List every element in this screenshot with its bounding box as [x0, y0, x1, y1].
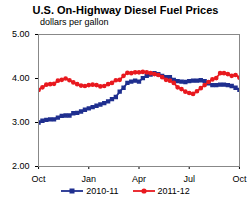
html-text:dollars per gallon: dollars per gallon — [40, 17, 109, 27]
svg-text:4.00: 4.00 — [12, 73, 30, 83]
svg-text:Oct: Oct — [232, 174, 247, 184]
svg-text:2.00: 2.00 — [12, 161, 30, 171]
svg-text:Jan: Jan — [82, 174, 97, 184]
svg-text:Jul: Jul — [183, 174, 195, 184]
svg-text:3.00: 3.00 — [12, 117, 30, 127]
svg-text:Oct: Oct — [32, 174, 47, 184]
html-text:U.S. On-Highway Diesel Fuel Pr: U.S. On-Highway Diesel Fuel Prices — [32, 4, 219, 16]
svg-text:Apr: Apr — [132, 174, 146, 184]
html-text:2011-12: 2011-12 — [157, 186, 190, 196]
svg-text:5.00: 5.00 — [12, 29, 30, 39]
html-text:2010-11: 2010-11 — [86, 186, 119, 196]
